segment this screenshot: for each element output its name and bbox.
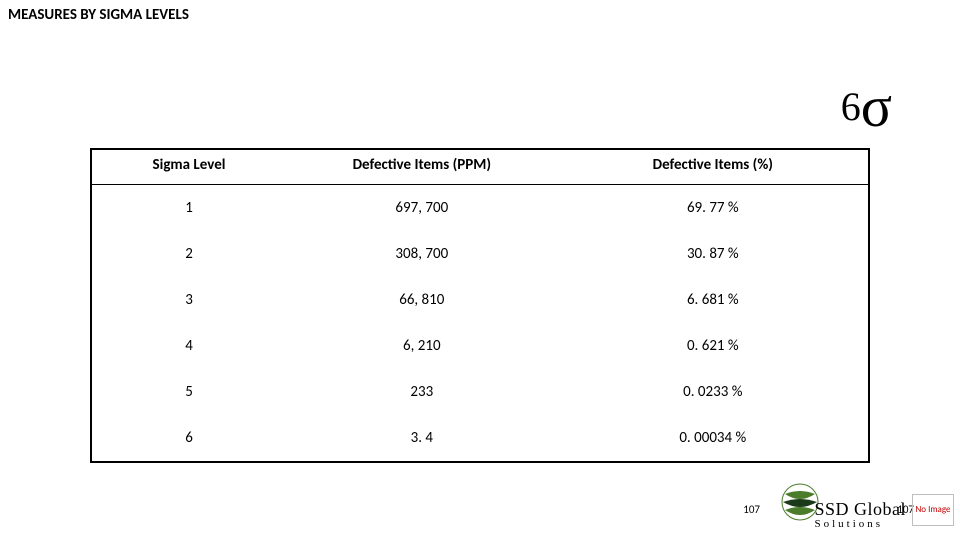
cell-ppm: 697, 700 [286,185,558,232]
page-number-left: 107 [743,503,760,516]
table-row: 2 308, 700 30. 87 % [92,231,868,277]
cell-pct: 6. 681 % [558,277,868,323]
cell-pct: 30. 87 % [558,231,868,277]
sigma-symbol: σ [861,74,892,139]
sigma-table-container: Sigma Level Defective Items (PPM) Defect… [90,148,870,463]
slide-title: MEASURES BY SIGMA LEVELS [8,6,189,24]
cell-sigma: 5 [92,369,286,415]
col-header-ppm: Defective Items (PPM) [286,150,558,185]
table-header-row: Sigma Level Defective Items (PPM) Defect… [92,150,868,185]
cell-ppm: 308, 700 [286,231,558,277]
six-text: 6 [841,84,861,129]
cell-pct: 0. 621 % [558,323,868,369]
cell-sigma: 2 [92,231,286,277]
cell-sigma: 3 [92,277,286,323]
col-header-sigma-level: Sigma Level [92,150,286,185]
cell-sigma: 1 [92,185,286,232]
six-sigma-badge: 6σ [841,78,892,136]
brand-text: SSD Global Solutions [814,499,906,530]
no-image-placeholder: No Image [912,494,954,526]
table-row: 1 697, 700 69. 77 % [92,185,868,232]
table-row: 3 66, 810 6. 681 % [92,277,868,323]
cell-pct: 69. 77 % [558,185,868,232]
sigma-table: Sigma Level Defective Items (PPM) Defect… [92,150,868,461]
cell-sigma: 4 [92,323,286,369]
cell-sigma: 6 [92,415,286,461]
brand-name: SSD Global [814,499,906,520]
table-row: 4 6, 210 0. 621 % [92,323,868,369]
table-row: 6 3. 4 0. 00034 % [92,415,868,461]
cell-ppm: 3. 4 [286,415,558,461]
cell-ppm: 66, 810 [286,277,558,323]
cell-pct: 0. 0233 % [558,369,868,415]
table-row: 5 233 0. 0233 % [92,369,868,415]
col-header-percent: Defective Items (%) [558,150,868,185]
cell-pct: 0. 00034 % [558,415,868,461]
cell-ppm: 6, 210 [286,323,558,369]
cell-ppm: 233 [286,369,558,415]
